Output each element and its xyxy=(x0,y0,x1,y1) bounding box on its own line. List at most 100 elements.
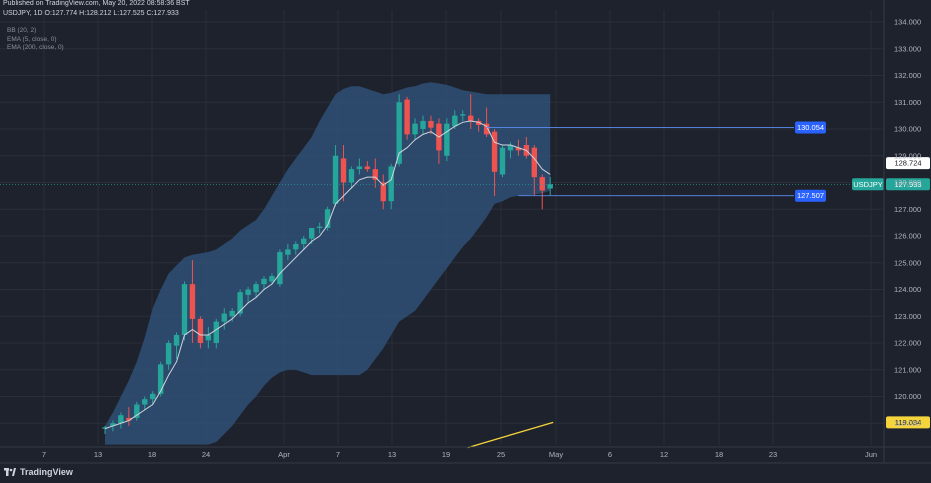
bb-lower-label-text: 127.507 xyxy=(797,191,824,200)
overlays: 130.054 127.507 USDJPY 127.933 128.724 119.03… xyxy=(0,120,930,449)
candle-up xyxy=(253,284,259,293)
candle-up xyxy=(293,244,299,250)
price-tick: 133.000 xyxy=(894,44,921,53)
time-tick: 23 xyxy=(769,450,777,459)
price-tick: 127.000 xyxy=(894,205,921,214)
candle-down xyxy=(126,417,132,421)
candle-up xyxy=(237,292,243,314)
time-tick: 18 xyxy=(715,450,723,459)
price-tick: 120.000 xyxy=(894,392,921,401)
bb-lower-label: 127.507 xyxy=(795,189,826,202)
time-tick: May xyxy=(549,450,563,459)
chart-grid xyxy=(0,10,884,445)
candle-down xyxy=(189,284,196,319)
bb-upper-label: 130.054 xyxy=(795,121,826,134)
ema200-line xyxy=(467,421,554,449)
price-tick: 129.000 xyxy=(894,151,921,160)
candle-down xyxy=(197,318,204,343)
time-tick: 7 xyxy=(336,450,340,459)
candle-up xyxy=(221,313,227,322)
candle-up xyxy=(507,145,514,151)
time-tick: 6 xyxy=(608,450,612,459)
candle-up xyxy=(396,102,402,164)
candle-up xyxy=(134,404,140,418)
candle-up xyxy=(316,226,323,228)
price-tick: 125.000 xyxy=(894,258,921,267)
ohlc-readout: USDJPY, 1D O:127.774 H:128.212 L:127.525… xyxy=(3,10,179,17)
candle-down xyxy=(372,169,378,180)
candle-up xyxy=(261,278,267,285)
ema5-value-label-text: 128.724 xyxy=(894,159,921,168)
ema200-value-label-bg xyxy=(886,416,930,429)
symbol-label-text: USDJPY xyxy=(853,180,883,189)
price-tick: 121.000 xyxy=(894,365,921,374)
candle-down xyxy=(515,147,522,151)
candle-down xyxy=(468,115,474,121)
time-tick: 7 xyxy=(42,450,46,459)
tradingview-logo[interactable]: TradingView xyxy=(4,467,73,477)
price-tick: 132.000 xyxy=(894,71,921,80)
ema5-line xyxy=(104,120,551,430)
ema5-value-label-bg xyxy=(886,157,930,170)
candle-down xyxy=(340,158,347,183)
bb-upper-label-text: 130.054 xyxy=(797,123,824,132)
ema200-value-label: 119.034 xyxy=(886,416,930,429)
candle-up xyxy=(499,147,506,175)
candle-up xyxy=(388,166,394,202)
candle-up xyxy=(277,252,283,285)
time-tick: 24 xyxy=(202,450,210,459)
current-price-label-bg xyxy=(886,178,930,191)
candle-up xyxy=(444,123,450,156)
candle-up xyxy=(547,184,553,189)
symbol-label: USDJPY xyxy=(852,178,884,191)
candle-up xyxy=(205,334,212,341)
candle-down xyxy=(531,147,537,178)
time-tick: 18 xyxy=(148,450,156,459)
candle-up xyxy=(285,249,291,255)
candle-up xyxy=(102,427,108,429)
candle-up xyxy=(142,399,148,405)
candle-down xyxy=(428,120,434,128)
ema5-value-label: 128.724 xyxy=(886,157,930,170)
time-tick: 25 xyxy=(497,450,505,459)
price-tick: 126.000 xyxy=(894,232,921,241)
indicator-ema200[interactable]: EMA (200, close, 0) xyxy=(7,44,64,51)
candle-up xyxy=(173,334,180,346)
time-tick: Apr xyxy=(278,450,290,459)
time-tick: 19 xyxy=(442,450,450,459)
tradingview-logo-text: TradingView xyxy=(20,467,73,477)
tradingview-logo-icon xyxy=(4,468,16,476)
candle-down xyxy=(539,177,545,191)
candle-up xyxy=(452,115,458,127)
price-tick: 131.000 xyxy=(894,98,921,107)
bb-upper-label-bg xyxy=(795,121,826,134)
candle-up xyxy=(420,120,426,129)
time-tick: 12 xyxy=(660,450,668,459)
time-tick: 13 xyxy=(94,450,102,459)
candle-up xyxy=(332,155,339,204)
candle-up xyxy=(229,310,235,317)
current-price-label: 127.933 xyxy=(886,178,930,191)
bb-lower-label-bg xyxy=(795,189,826,202)
candle-up xyxy=(181,284,188,335)
time-tick: Jun xyxy=(865,450,877,459)
candle-up xyxy=(309,227,315,239)
candle-up xyxy=(348,169,355,183)
candle-down xyxy=(380,182,386,202)
price-tick: 134.000 xyxy=(894,18,921,27)
candle-down xyxy=(483,123,490,135)
indicator-ema5[interactable]: EMA (5, close, 0) xyxy=(7,35,57,43)
price-tick: 130.000 xyxy=(894,125,921,134)
axes: 134.000 133.000 132.000 131.000 130.000 129.0… xyxy=(0,0,931,464)
candle-down xyxy=(364,166,371,170)
candles xyxy=(102,94,553,434)
price-tick: 124.000 xyxy=(894,285,921,294)
candle-down xyxy=(491,131,498,172)
indicator-bb[interactable]: BB (20, 2) xyxy=(7,27,37,34)
candle-up xyxy=(245,289,251,295)
time-tick: 13 xyxy=(388,450,396,459)
price-tick: 128.000 xyxy=(894,178,921,187)
candle-down xyxy=(404,99,410,135)
candle-up xyxy=(269,276,275,282)
